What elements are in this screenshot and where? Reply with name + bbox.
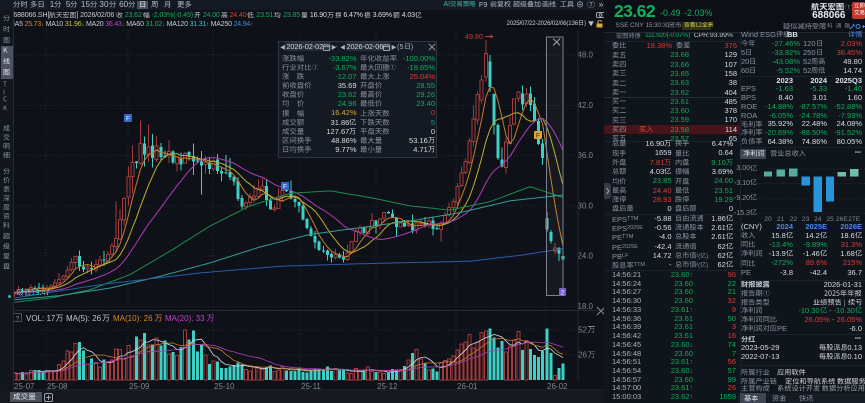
svg-text:F: F xyxy=(283,184,287,191)
svg-text:F: F xyxy=(536,133,540,140)
svg-text:25-08: 25-08 xyxy=(47,382,68,391)
svg-text:25-12: 25-12 xyxy=(377,382,398,391)
svg-text:?: ? xyxy=(16,315,20,322)
svg-text:27E: 27E xyxy=(848,216,861,222)
svg-text:F: F xyxy=(126,116,130,123)
svg-text:2: 2 xyxy=(561,291,565,297)
svg-text:24.0: 24.0 xyxy=(577,252,593,261)
svg-text:26-01: 26-01 xyxy=(457,382,478,391)
svg-text:MA(5): 26: MA(5): 26 xyxy=(66,314,102,323)
svg-text:26: 26 xyxy=(578,350,587,359)
svg-text:52: 52 xyxy=(578,325,587,334)
svg-text:21: 21 xyxy=(777,216,785,222)
svg-text:26-02: 26-02 xyxy=(547,382,568,391)
svg-text:VOL: 17: VOL: 17 xyxy=(26,314,56,323)
svg-text:48.0: 48.0 xyxy=(577,51,593,60)
svg-text:22: 22 xyxy=(790,216,798,222)
svg-text:25-11: 25-11 xyxy=(301,382,321,391)
svg-text:MA(20): 33: MA(20): 33 xyxy=(165,314,205,323)
svg-text:25: 25 xyxy=(826,216,834,222)
svg-text:25-07: 25-07 xyxy=(14,382,35,391)
svg-text:23: 23 xyxy=(802,216,810,222)
svg-text:25-09: 25-09 xyxy=(129,382,150,391)
svg-text:26E: 26E xyxy=(836,216,849,222)
svg-text:25-10: 25-10 xyxy=(214,382,235,391)
svg-text:42.0: 42.0 xyxy=(577,101,593,110)
svg-text:49.80: 49.80 xyxy=(465,32,483,41)
svg-text:36.0: 36.0 xyxy=(577,151,593,160)
svg-text:20: 20 xyxy=(764,216,772,222)
svg-text:18.0: 18.0 xyxy=(577,302,593,311)
svg-text:MA(10): 26: MA(10): 26 xyxy=(113,314,153,323)
svg-text:30.0: 30.0 xyxy=(577,201,593,210)
svg-text:24: 24 xyxy=(814,216,822,222)
